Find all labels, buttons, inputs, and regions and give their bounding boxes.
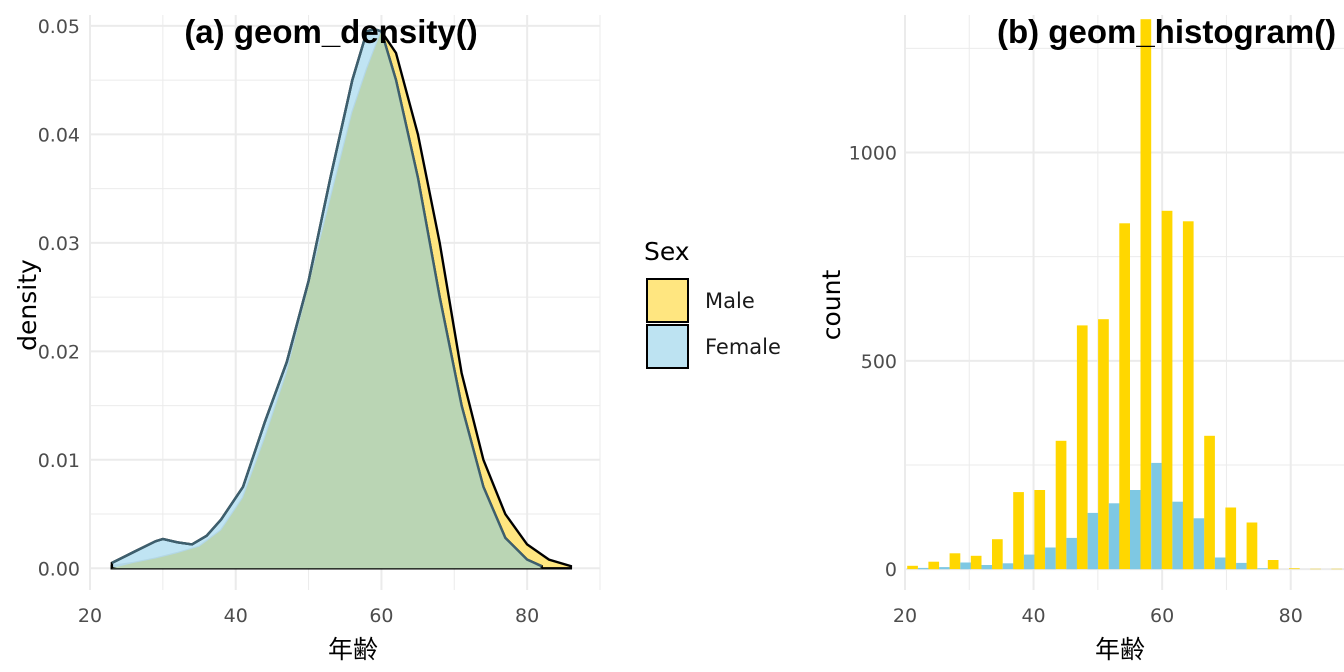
histogram-bar-female (1236, 562, 1247, 570)
histogram-bar-female (1151, 462, 1162, 570)
x-tick-label: 40 (1021, 605, 1045, 627)
y-tick-label: 0.03 (38, 233, 80, 255)
histogram-bar-female (917, 567, 929, 570)
histogram-bar-male (1076, 325, 1088, 570)
histogram-bar-female (1214, 557, 1226, 570)
density-areas (110, 27, 573, 570)
histogram-bar-female (960, 562, 971, 570)
y-tick-label: 0.05 (38, 16, 80, 38)
x-tick-label: 60 (1150, 605, 1174, 627)
histogram-y-axis-title: count (817, 270, 846, 341)
histogram-bar-female (1257, 568, 1268, 570)
histogram-bar-male (992, 539, 1003, 570)
histogram-bar-male (1034, 490, 1046, 570)
histogram-bar-female (981, 565, 993, 570)
histogram-bar-male (1140, 19, 1152, 570)
x-tick-label: 40 (224, 605, 248, 627)
histogram-x-ticks: 20 40 60 80 (893, 605, 1303, 627)
histogram-bar-female (1193, 518, 1205, 570)
histogram-bar-female (939, 567, 950, 570)
y-tick-label: 1000 (849, 143, 897, 165)
x-tick-label: 20 (78, 605, 102, 627)
histogram-bar-male (1182, 221, 1194, 570)
density-panel-title: (a) geom_density() (184, 13, 477, 50)
x-tick-label: 80 (515, 605, 539, 627)
y-tick-label: 0.04 (38, 124, 80, 146)
histogram-bar-male (1246, 522, 1258, 570)
x-tick-label: 20 (893, 605, 917, 627)
histogram-bar-female (1130, 490, 1141, 570)
density-panel: 0.00 0.01 0.02 0.03 0.04 0.05 20 40 60 80 (a) ge… (13, 13, 601, 664)
histogram-bar-female (1045, 547, 1056, 570)
histogram-bar-male (1055, 440, 1067, 570)
y-tick-label: 0.01 (38, 450, 80, 472)
histogram-bar-male (1161, 210, 1173, 570)
legend-key-female (646, 324, 689, 369)
y-tick-label: 0.02 (38, 341, 80, 363)
histogram-bar-male (1225, 507, 1237, 570)
histogram-bar-female (1087, 512, 1099, 570)
histogram-bar-male (1267, 560, 1279, 570)
histogram-y-ticks: 0 500 1000 (849, 143, 897, 582)
legend-key-male (646, 278, 689, 323)
density-y-axis-title: density (13, 259, 42, 351)
density-overlap (111, 31, 571, 569)
histogram-bar-female (1002, 563, 1014, 570)
histogram-bar-female (1108, 503, 1120, 570)
histogram-bar-male (949, 553, 961, 570)
histogram-x-axis-title: 年齢 (1095, 635, 1145, 664)
histogram-bar-male (928, 561, 940, 570)
histogram-bar-male (1119, 223, 1130, 570)
legend-label-female: Female (705, 335, 781, 359)
histogram-bar-male (1289, 568, 1300, 570)
density-x-axis-title: 年齢 (328, 635, 378, 664)
histogram-bar-male (1204, 435, 1215, 570)
density-x-ticks: 20 40 60 80 (78, 605, 539, 627)
density-y-ticks: 0.00 0.01 0.02 0.03 0.04 0.05 (38, 16, 80, 580)
histogram-bar-male (907, 565, 918, 570)
histogram-bar-female (1023, 554, 1035, 570)
legend-label-male: Male (705, 289, 755, 313)
histogram-bar-female (1172, 501, 1184, 570)
y-tick-label: 0.00 (38, 558, 80, 580)
legend: Sex Male Female (644, 237, 781, 369)
histogram-bar-female (1066, 537, 1078, 570)
histogram-panel-title: (b) geom_histogram() (997, 13, 1336, 50)
histogram-bar-male (1098, 319, 1109, 570)
y-tick-label: 0 (885, 559, 897, 581)
histogram-panel: 0 500 1000 20 40 60 80 (b) geom_histogram() 年… (817, 13, 1344, 664)
x-tick-label: 80 (1279, 605, 1303, 627)
histogram-bar-male (970, 555, 982, 570)
histogram-bar-male (1013, 492, 1024, 570)
x-tick-label: 60 (369, 605, 393, 627)
legend-title: Sex (644, 237, 690, 266)
density-line-female (111, 27, 543, 568)
histogram-bars (907, 19, 1343, 570)
y-tick-label: 500 (861, 351, 897, 373)
